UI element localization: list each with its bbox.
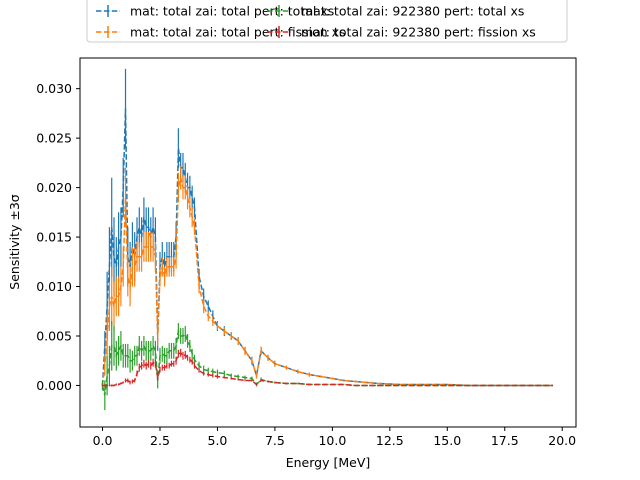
legend-label: mat: total zai: 922380 pert: fission xs — [301, 25, 536, 40]
y-tick-label: 0.005 — [36, 328, 72, 343]
x-tick-label: 5.0 — [208, 433, 228, 448]
x-tick-label: 12.5 — [376, 433, 404, 448]
legend-entry-2: mat: total zai: total pert: fission xs — [96, 25, 346, 40]
y-tick-label: 0.000 — [36, 378, 72, 393]
plot-area — [101, 68, 553, 411]
series-line — [101, 108, 553, 387]
x-tick-label: 15.0 — [433, 433, 461, 448]
legend-frame — [86, 0, 568, 43]
x-tick-label: 2.5 — [150, 433, 170, 448]
series-4 — [101, 348, 553, 387]
legend-label: mat: total zai: total pert: total xs — [130, 4, 334, 19]
legend-label: mat: total zai: 922380 pert: total xs — [301, 4, 524, 19]
x-axis-ticks: 0.0 2.5 5.0 7.5 10.0 12.5 15.0 17.5 20.0 — [93, 427, 576, 448]
y-tick-label: 0.010 — [36, 279, 72, 294]
legend-label: mat: total zai: total pert: fission xs — [130, 25, 346, 40]
x-tick-label: 10.0 — [318, 433, 346, 448]
series-line — [102, 351, 553, 387]
y-tick-label: 0.025 — [36, 131, 72, 146]
legend-entry-4: mat: total zai: 922380 pert: fission xs — [267, 25, 536, 40]
y-axis-ticks: 0.000 0.005 0.010 0.015 0.020 0.025 0.030 — [36, 81, 80, 393]
y-tick-label: 0.030 — [36, 81, 72, 96]
series-1 — [101, 68, 553, 390]
x-tick-label: 0.0 — [93, 433, 113, 448]
y-tick-label: 0.015 — [36, 230, 72, 245]
legend-entry-3: mat: total zai: 922380 pert: total xs — [267, 4, 524, 19]
series-line — [101, 177, 553, 387]
x-axis-label: Energy [MeV] — [286, 455, 371, 470]
axes-frame — [79, 57, 577, 428]
x-tick-label: 7.5 — [265, 433, 285, 448]
legend-entry-1: mat: total zai: total pert: total xs — [96, 4, 334, 19]
x-tick-label: 17.5 — [491, 433, 519, 448]
series-2 — [101, 165, 553, 389]
x-tick-label: 20.0 — [548, 433, 576, 448]
y-tick-label: 0.020 — [36, 180, 72, 195]
y-axis-label: Sensitivity ±3σ — [7, 194, 22, 289]
legend: mat: total zai: total pert: total xsmat:… — [86, 0, 568, 43]
series-line — [101, 328, 553, 396]
